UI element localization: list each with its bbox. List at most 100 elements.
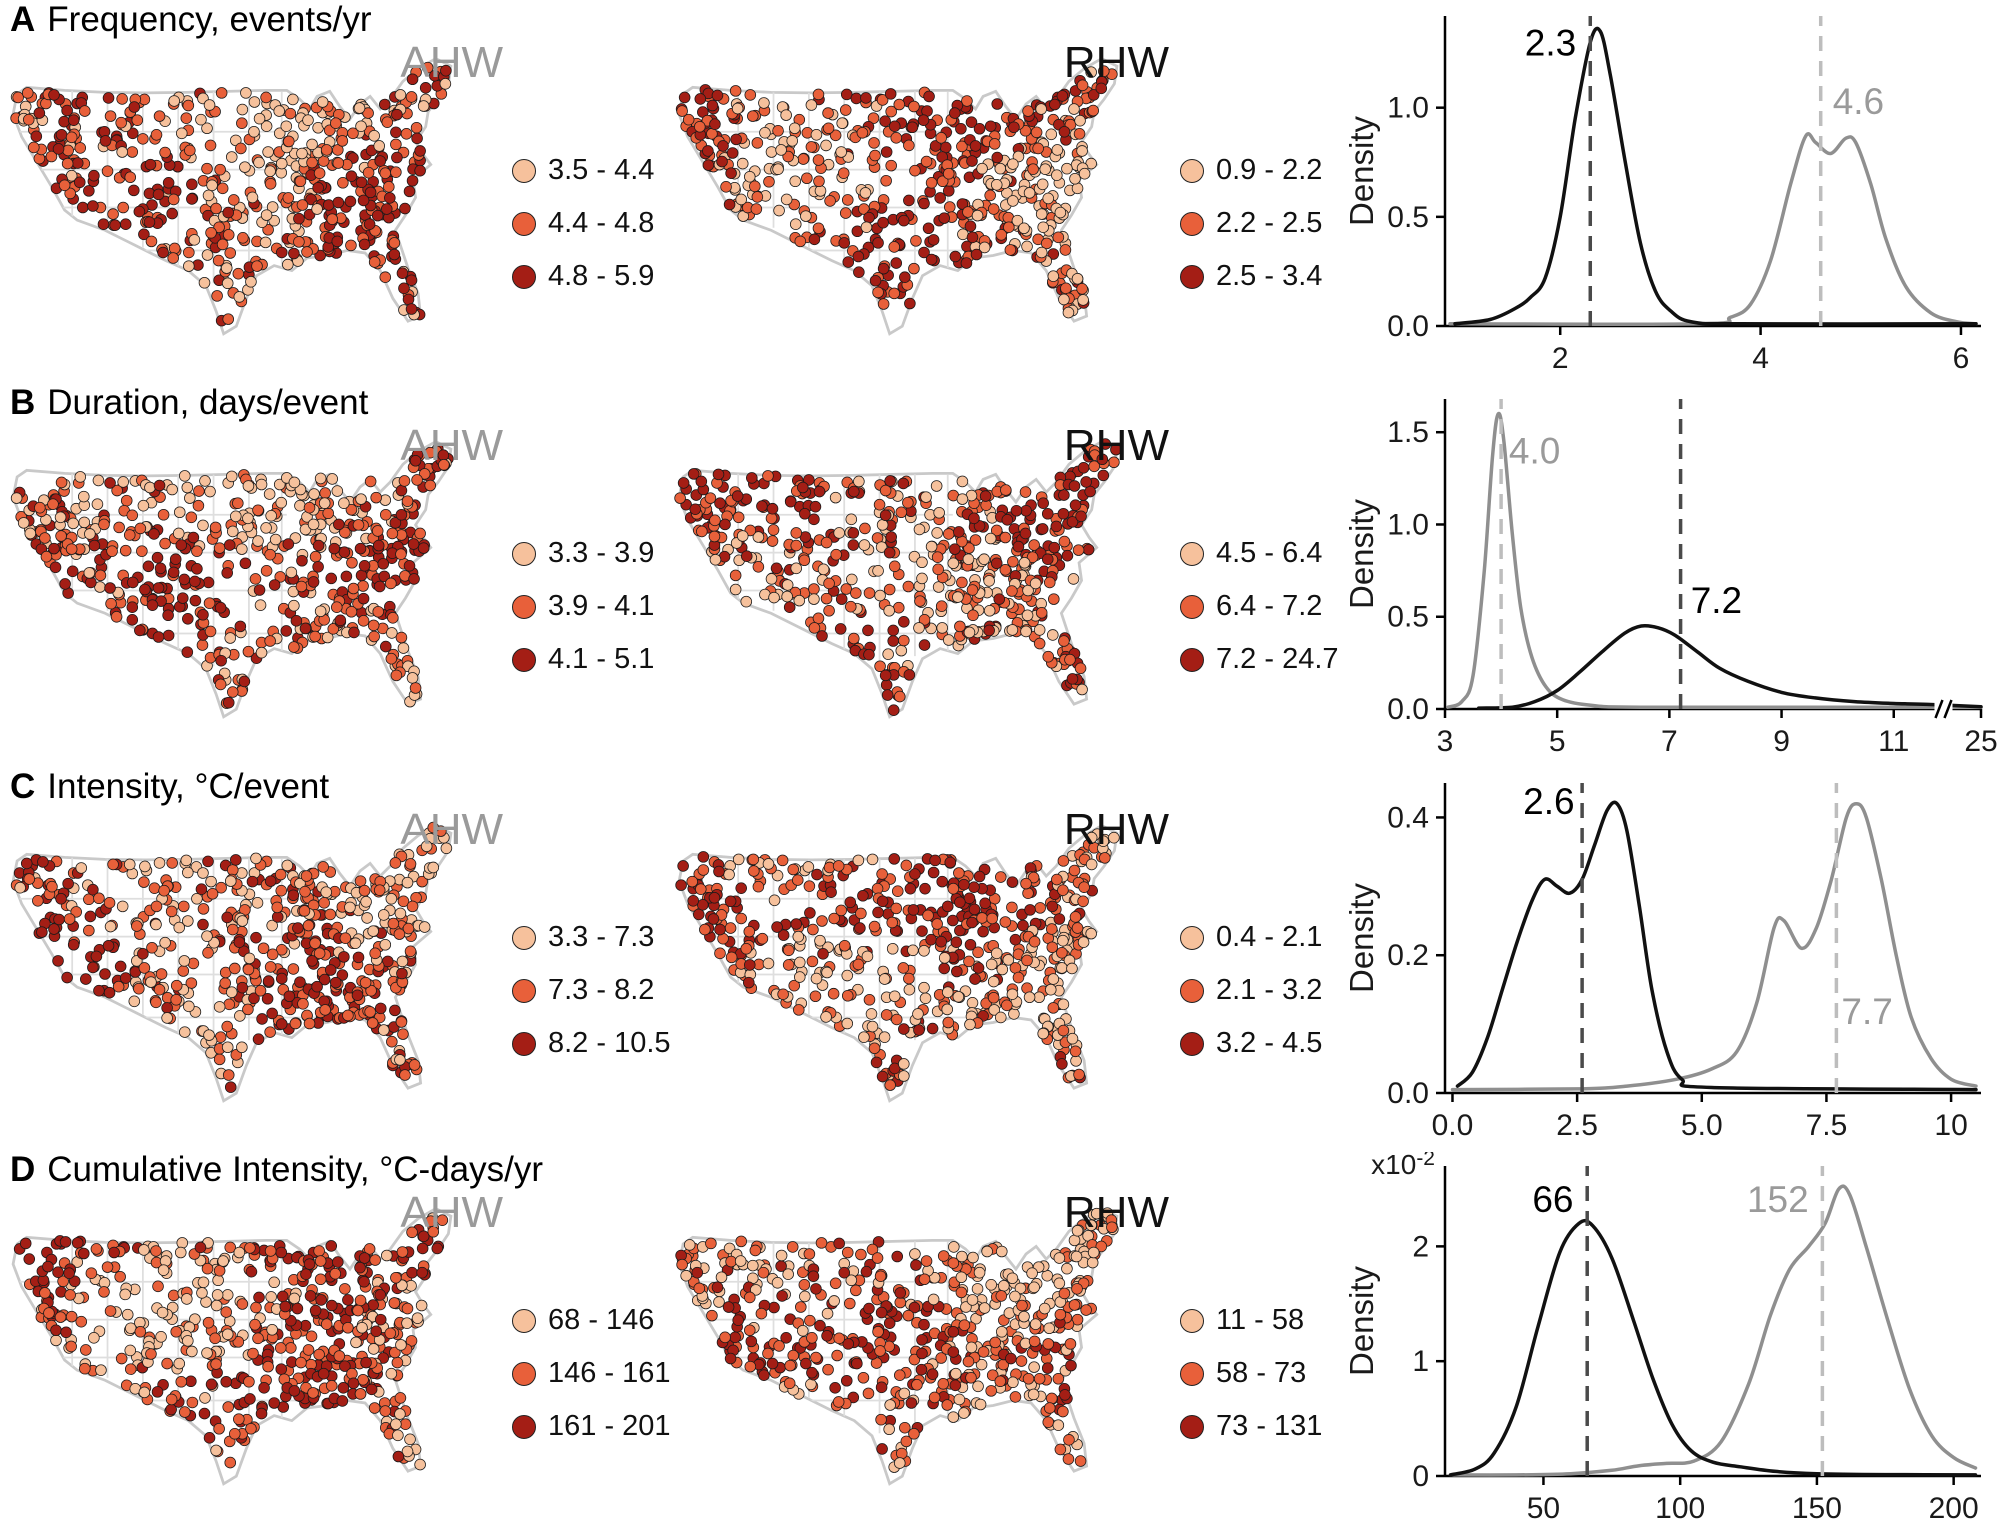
ahw-legend: 3.5 - 4.4 4.4 - 4.8 4.8 - 5.9 (512, 0, 668, 383)
legend-item: 6.4 - 7.2 (1180, 590, 1346, 623)
legend-swatch-dark (512, 1031, 536, 1056)
svg-text:0.0: 0.0 (1432, 1109, 1474, 1142)
legend-swatch-mid (512, 211, 536, 236)
svg-text:5.0: 5.0 (1681, 1109, 1723, 1142)
svg-text:7.7: 7.7 (1841, 991, 1892, 1032)
density-chart-d: 0 1 2 50 100 150 200 Density x10-2 66 152 (1343, 1152, 1981, 1525)
legend-item: 4.8 - 5.9 (512, 260, 668, 293)
us-map-rhw (674, 438, 1122, 719)
legend-swatch-mid (512, 594, 536, 619)
density-chart-panel: 0.0 0.5 1.0 1.5 3 5 7 9 11 25 Density 4.0 7.2 (1343, 385, 1999, 765)
legend-range: 146 - 161 (548, 1357, 671, 1389)
panel-title-text: Duration, days/event (47, 383, 369, 422)
legend-item: 0.4 - 2.1 (1180, 921, 1346, 954)
legend-swatch-mid (1180, 978, 1204, 1003)
svg-text:25: 25 (1964, 725, 1997, 758)
svg-text:11: 11 (1878, 725, 1909, 758)
rhw-map-label: RHW (1063, 805, 1169, 854)
legend-swatch-light (512, 158, 536, 183)
legend-item: 58 - 73 (1180, 1357, 1346, 1390)
density-chart-c: 0.0 0.2 0.4 0.0 2.5 5.0 7.5 10 Density 2.6 7.7 (1343, 781, 1981, 1142)
legend-swatch-mid (512, 978, 536, 1003)
legend-range: 4.4 - 4.8 (548, 207, 655, 239)
panel-letter: D (10, 1150, 36, 1189)
svg-text:Density: Density (1343, 498, 1380, 609)
legend-range: 3.9 - 4.1 (548, 590, 655, 622)
legend-item: 161 - 201 (512, 1410, 671, 1443)
legend-swatch-light (512, 1308, 536, 1333)
panel-c: C Intensity, °C/event AHW 3.3 - 7.3 7.3 -… (0, 767, 1999, 1150)
legend-swatch-light (512, 925, 536, 950)
legend-range: 2.5 - 3.4 (1216, 260, 1323, 292)
svg-text:0.5: 0.5 (1387, 201, 1429, 234)
ahw-map-panel: AHW (4, 421, 509, 755)
legend-range: 4.1 - 5.1 (548, 643, 655, 675)
legend-item: 11 - 58 (1180, 1304, 1346, 1337)
svg-text:0.0: 0.0 (1387, 1077, 1429, 1110)
svg-text:2: 2 (1552, 342, 1569, 375)
legend-range: 3.3 - 3.9 (548, 537, 655, 569)
svg-text:10: 10 (1934, 1109, 1967, 1142)
us-map-rhw (675, 56, 1119, 336)
svg-text:152: 152 (1747, 1179, 1809, 1220)
svg-text:Density: Density (1343, 115, 1380, 226)
panel-letter: B (10, 383, 36, 422)
svg-text:4.0: 4.0 (1509, 431, 1560, 472)
panel-title-text: Cumulative Intensity, °C-days/yr (47, 1150, 544, 1189)
svg-text:1.0: 1.0 (1387, 92, 1429, 125)
panel-a: A Frequency, events/yr AHW 3.5 - 4.4 4.4 … (0, 0, 1999, 383)
svg-text:4: 4 (1752, 342, 1769, 375)
legend-range: 4.5 - 6.4 (1216, 537, 1323, 569)
panel-d-title: D Cumulative Intensity, °C-days/yr (10, 1150, 543, 1190)
legend-range: 73 - 131 (1216, 1410, 1323, 1442)
rhw-legend: 11 - 58 58 - 73 73 - 131 (1180, 1150, 1346, 1533)
rhw-legend: 0.9 - 2.2 2.2 - 2.5 2.5 - 3.4 (1180, 0, 1346, 383)
rhw-map-panel: RHW (670, 805, 1175, 1139)
legend-item: 4.5 - 6.4 (1180, 537, 1346, 570)
svg-text:4.6: 4.6 (1833, 81, 1884, 122)
panel-title-text: Frequency, events/yr (47, 0, 372, 39)
legend-swatch-light (1180, 1308, 1204, 1333)
rhw-map-label: RHW (1063, 1188, 1169, 1237)
rhw-map-panel: RHW (670, 38, 1175, 372)
legend-item: 2.2 - 2.5 (1180, 207, 1346, 240)
ahw-map-label: AHW (400, 805, 503, 854)
legend-swatch-light (512, 541, 536, 566)
svg-text:7: 7 (1661, 725, 1678, 758)
svg-text:1.5: 1.5 (1387, 416, 1429, 449)
legend-range: 3.5 - 4.4 (548, 154, 655, 186)
svg-text:5: 5 (1549, 725, 1566, 758)
ahw-legend: 68 - 146 146 - 161 161 - 201 (512, 1150, 671, 1533)
us-map-ahw (11, 1206, 453, 1486)
svg-text:6: 6 (1953, 342, 1970, 375)
legend-item: 4.1 - 5.1 (512, 643, 668, 676)
svg-text:0.2: 0.2 (1387, 939, 1429, 972)
ahw-legend: 3.3 - 3.9 3.9 - 4.1 4.1 - 5.1 (512, 383, 668, 766)
svg-text:9: 9 (1773, 725, 1790, 758)
legend-swatch-mid (1180, 594, 1204, 619)
ahw-legend: 3.3 - 7.3 7.3 - 8.2 8.2 - 10.5 (512, 767, 671, 1150)
legend-item: 3.3 - 7.3 (512, 921, 668, 954)
svg-text:200: 200 (1929, 1492, 1979, 1525)
svg-text:x10-2: x10-2 (1371, 1152, 1435, 1180)
legend-item: 73 - 131 (1180, 1410, 1346, 1443)
rhw-legend: 4.5 - 6.4 6.4 - 7.2 7.2 - 24.7 (1180, 383, 1346, 766)
ahw-map-panel: AHW (4, 1188, 509, 1522)
legend-range: 7.3 - 8.2 (548, 974, 655, 1006)
ahw-map-panel: AHW (4, 805, 509, 1139)
legend-range: 58 - 73 (1216, 1357, 1307, 1389)
legend-range: 11 - 58 (1216, 1304, 1305, 1336)
legend-item: 68 - 146 (512, 1304, 668, 1337)
svg-text:3: 3 (1437, 725, 1454, 758)
rhw-map-label: RHW (1063, 38, 1169, 87)
ahw-map-panel: AHW (4, 38, 509, 372)
svg-text:Density: Density (1343, 1265, 1380, 1376)
legend-item: 3.5 - 4.4 (512, 154, 668, 187)
svg-text:50: 50 (1527, 1492, 1560, 1525)
legend-item: 3.3 - 3.9 (512, 537, 668, 570)
us-map-ahw (10, 821, 453, 1103)
legend-range: 7.2 - 24.7 (1216, 643, 1339, 675)
legend-swatch-light (1180, 541, 1204, 566)
svg-text:100: 100 (1655, 1492, 1705, 1525)
svg-text:0.4: 0.4 (1387, 801, 1429, 834)
